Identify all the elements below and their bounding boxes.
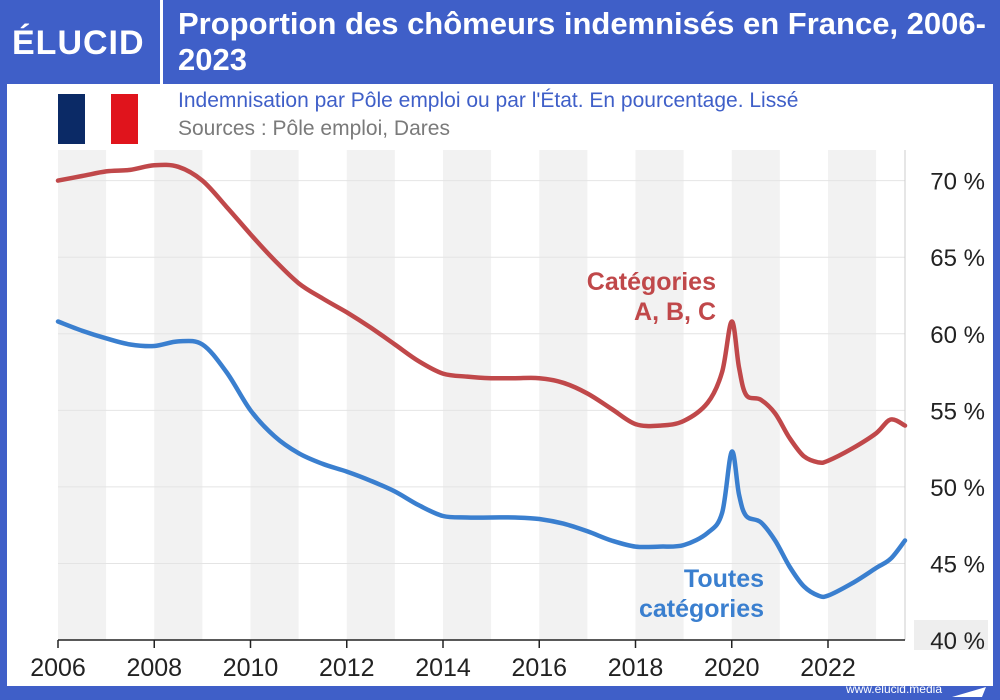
france-flag-icon (58, 94, 138, 144)
header-bar: ÉLUCID Proportion des chômeurs indemnisé… (0, 0, 1000, 84)
series-line (55, 162, 908, 466)
series-line (55, 319, 908, 600)
x-tick-label: 2022 (800, 654, 856, 682)
year-band (250, 150, 299, 640)
y-tick-label: 55 % (930, 398, 985, 425)
y-tick-label: 70 % (930, 169, 985, 196)
footer-url: www.elucid.media (845, 682, 942, 696)
y-tick-label: 50 % (930, 475, 985, 502)
x-tick-label: 2008 (126, 654, 182, 682)
x-tick-label: 2020 (704, 654, 760, 682)
axes (57, 150, 906, 648)
year-band (443, 150, 492, 640)
year-band (154, 150, 203, 640)
y-tick-label: 40 % (930, 628, 985, 655)
year-band (58, 150, 107, 640)
x-tick-label: 2012 (319, 654, 375, 682)
tick-labels: 40 % 45 % 50 % 55 % 60 % 65 % 70 % 2006 2008 2010… (30, 169, 988, 682)
x-tick-label: 2016 (511, 654, 567, 682)
year-band (828, 150, 877, 640)
chart-subtitle: Indemnisation par Pôle emploi ou par l'É… (178, 89, 799, 112)
logo-separator (160, 0, 163, 84)
series-label: Catégories (587, 268, 716, 296)
x-tick-label: 2018 (608, 654, 664, 682)
y-tick-label: 60 % (930, 322, 985, 349)
y-tick-label: 45 % (930, 551, 985, 578)
x-tick-label: 2006 (30, 654, 86, 682)
series-label: A, B, C (634, 298, 716, 326)
elucid-logo: ÉLUCID (12, 24, 145, 62)
x-tick-label: 2010 (223, 654, 279, 682)
series-label: Toutes (684, 565, 764, 593)
chart-sources: Sources : Pôle emploi, Dares (178, 117, 450, 140)
series-lines (55, 162, 908, 600)
year-bands (58, 150, 877, 640)
x-tick-label: 2014 (415, 654, 471, 682)
year-band (346, 150, 395, 640)
year-band (539, 150, 588, 640)
year-band (731, 150, 780, 640)
y-tick-bg (914, 620, 988, 650)
chart-title: Proportion des chômeurs indemnisés en Fr… (178, 6, 986, 77)
series-label: catégories (639, 595, 764, 623)
y-tick-label: 65 % (930, 245, 985, 272)
elucid-mark-icon (952, 687, 986, 697)
year-band (635, 150, 684, 640)
